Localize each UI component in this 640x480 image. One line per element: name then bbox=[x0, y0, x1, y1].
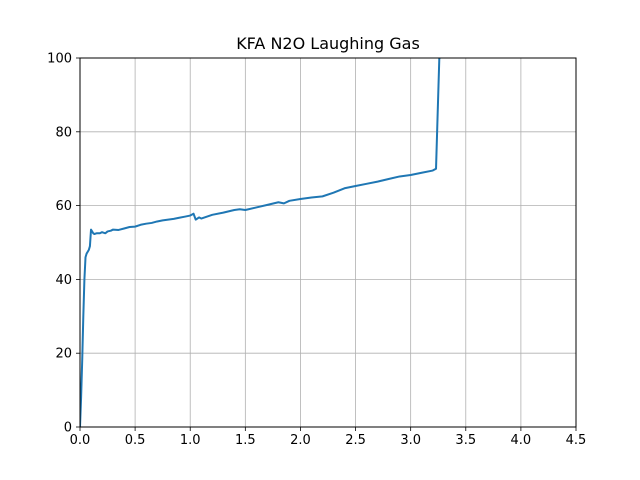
x-tick-label: 0.5 bbox=[125, 433, 146, 448]
y-tick-label: 40 bbox=[55, 273, 72, 288]
series-layer bbox=[80, 58, 441, 427]
y-tick-label: 20 bbox=[55, 347, 72, 362]
y-tick-label: 60 bbox=[55, 199, 72, 214]
tick-marks bbox=[76, 57, 577, 431]
x-tick-labels: 0.0 0.5 1.0 1.5 2.0 2.5 3.0 3.5 4.0 4.5 bbox=[70, 433, 587, 448]
x-tick-label: 2.0 bbox=[290, 433, 311, 448]
x-tick-label: 4.5 bbox=[566, 433, 587, 448]
y-tick-label: 80 bbox=[55, 125, 72, 140]
x-tick-label: 1.5 bbox=[235, 433, 256, 448]
x-tick-label: 3.5 bbox=[455, 433, 476, 448]
y-tick-labels: 0 20 40 60 80 100 bbox=[47, 52, 72, 436]
y-tick-label: 0 bbox=[64, 421, 72, 436]
series-line bbox=[80, 58, 441, 427]
x-tick-label: 0.0 bbox=[70, 433, 91, 448]
plot-frame bbox=[79, 57, 577, 428]
y-tick-label: 100 bbox=[47, 52, 72, 67]
grid-lines bbox=[79, 57, 577, 428]
x-tick-label: 2.5 bbox=[345, 433, 366, 448]
chart-title: KFA N2O Laughing Gas bbox=[236, 34, 420, 53]
x-tick-label: 1.0 bbox=[180, 433, 201, 448]
x-tick-label: 3.0 bbox=[400, 433, 421, 448]
x-tick-label: 4.0 bbox=[511, 433, 532, 448]
